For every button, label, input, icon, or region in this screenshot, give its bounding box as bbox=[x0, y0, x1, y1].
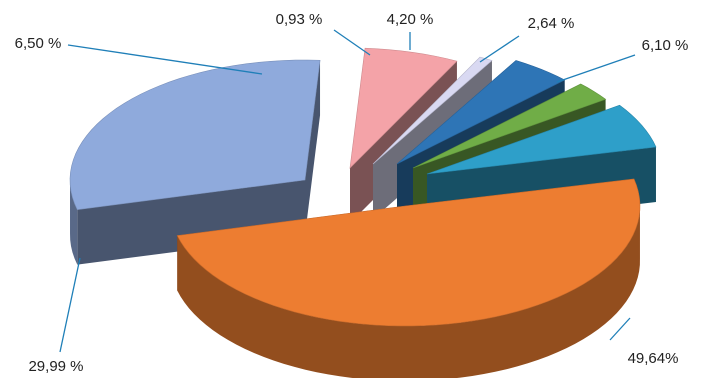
pie-slice-1 bbox=[69, 59, 321, 210]
leader-line-3 bbox=[333, 29, 371, 56]
leader-line-5 bbox=[479, 35, 520, 63]
data-label-1: 29,99 % bbox=[28, 358, 83, 375]
slice-wall-1-1 bbox=[305, 60, 321, 235]
pie-slice-2 bbox=[349, 47, 458, 169]
leader-line-1 bbox=[59, 257, 81, 353]
slice-rim-0 bbox=[177, 203, 640, 378]
data-label-4: 4,20 % bbox=[387, 11, 434, 28]
pie-slice-4 bbox=[396, 60, 566, 165]
slice-tops bbox=[69, 47, 657, 327]
slice-rim-1 bbox=[70, 178, 78, 265]
data-labels: 49,64% 29,99 % 6,50 % 0,93 % 4,20 % 2,64 % 6,1… bbox=[15, 11, 689, 375]
data-label-0: 49,64% bbox=[628, 350, 679, 367]
leader-line-6 bbox=[556, 54, 636, 83]
leader-lines bbox=[59, 29, 636, 353]
slice-wall-1-0 bbox=[77, 180, 305, 265]
pie-slice-6 bbox=[426, 104, 657, 175]
leader-line-0 bbox=[609, 317, 631, 341]
data-label-6: 6,10 % bbox=[642, 37, 689, 54]
data-label-2: 6,50 % bbox=[15, 35, 62, 52]
pie-slice-5 bbox=[412, 83, 607, 169]
data-label-3: 0,93 % bbox=[276, 11, 323, 28]
pie-slice-0 bbox=[176, 178, 641, 327]
data-label-5: 2,64 % bbox=[528, 15, 575, 32]
leader-line-2 bbox=[67, 44, 263, 75]
pie-slice-3 bbox=[372, 56, 493, 165]
